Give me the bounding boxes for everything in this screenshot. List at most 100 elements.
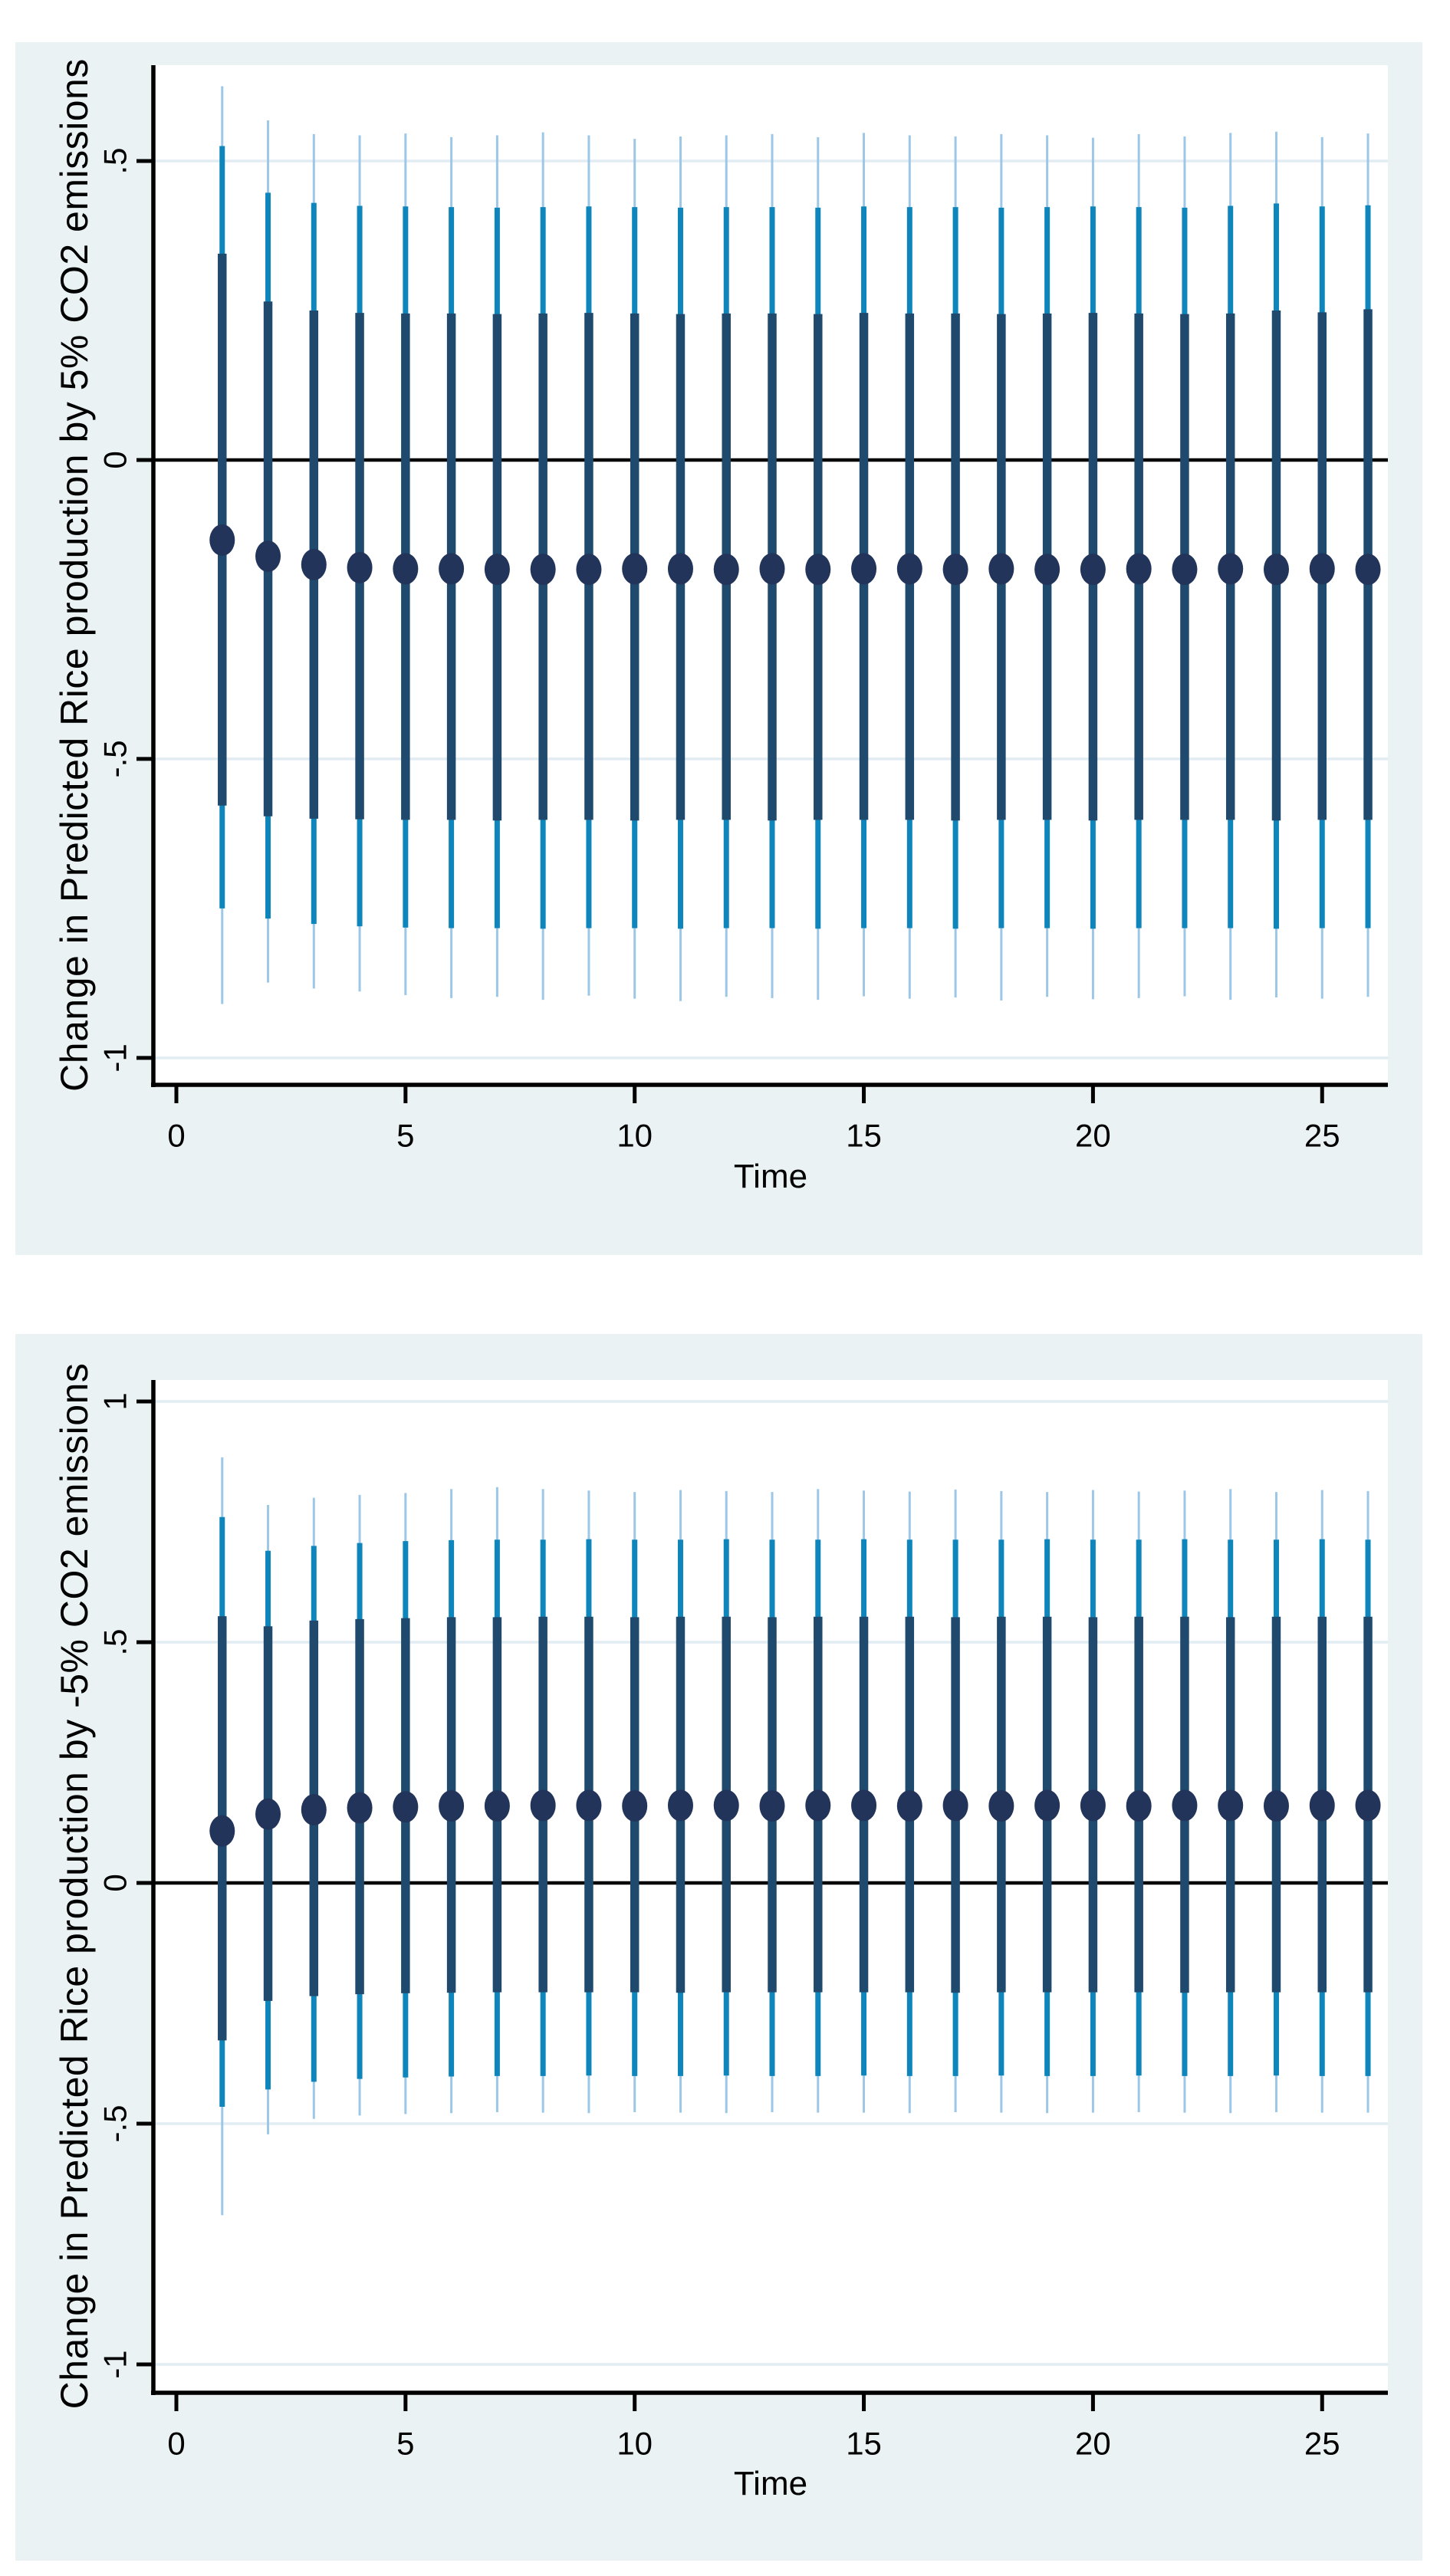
y-tick-label: -.5 (97, 2105, 133, 2143)
point-estimate (988, 1790, 1014, 1822)
ci-bar (622, 1492, 648, 2112)
point-estimate (1309, 1789, 1335, 1822)
point-estimate (393, 1791, 419, 1823)
ci-bar (347, 135, 373, 992)
point-estimate (667, 553, 693, 585)
ci-bar (530, 1489, 556, 2113)
point-estimate (1263, 554, 1289, 586)
point-estimate (576, 554, 602, 586)
top-chart-figure: .5 0 -.5 -1 0 5 10 15 20 25 (15, 42, 1422, 1255)
x-tick-label: 25 (1304, 1118, 1340, 1154)
y-tick-label: -1 (97, 1043, 133, 1072)
ci-bar (622, 139, 648, 999)
ci-bar (942, 136, 968, 998)
top-chart-x-axis-title: Time (733, 1158, 808, 1195)
ci-bar (1126, 133, 1152, 998)
point-estimate (1126, 553, 1152, 585)
x-tick-label: 0 (167, 2426, 185, 2462)
ci-bar (393, 1493, 419, 2114)
point-estimate (1263, 1790, 1289, 1822)
ci-bar (1263, 1492, 1289, 2112)
y-tick-label: .5 (97, 147, 133, 174)
bottom-chart-y-axis-title: Change in Predicted Rice production by -… (53, 1362, 96, 2410)
ci-bar (851, 133, 877, 997)
point-estimate (530, 554, 556, 586)
point-estimate (1034, 554, 1060, 586)
point-estimate (622, 1790, 648, 1822)
ci-bar (576, 135, 602, 996)
x-tick-label: 5 (396, 2426, 414, 2462)
point-estimate (1034, 1789, 1060, 1822)
ci-bar (1172, 136, 1198, 997)
x-tick-label: 10 (616, 2426, 653, 2462)
point-estimate (209, 524, 235, 556)
ci-bar (301, 1497, 327, 2119)
y-tick-label: -.5 (97, 740, 133, 777)
point-estimate (805, 1789, 831, 1822)
x-tick-label: 20 (1075, 2426, 1111, 2462)
ci-bar (530, 132, 556, 1001)
point-estimate (759, 1790, 785, 1822)
ci-bar (896, 1491, 922, 2114)
y-tick-label: 0 (97, 451, 133, 468)
ci-bar (1080, 137, 1106, 1000)
point-estimate (255, 540, 281, 573)
point-estimate (301, 1794, 327, 1826)
top-chart-y-axis-title: Change in Predicted Rice production by 5… (53, 58, 96, 1092)
point-estimate (1218, 553, 1244, 585)
point-estimate (942, 1789, 968, 1822)
point-estimate (896, 1790, 922, 1822)
point-estimate (759, 553, 785, 585)
ci-bar (1034, 135, 1060, 997)
top-chart-canvas: .5 0 -.5 -1 0 5 10 15 20 25 (97, 65, 1388, 1154)
point-estimate (805, 554, 831, 586)
bottom-chart-x-axis-title: Time (733, 2465, 808, 2502)
bottom-chart-figure: 1 .5 0 -.5 -1 0 5 10 15 20 25 (15, 1334, 1422, 2561)
point-estimate (851, 553, 877, 585)
point-estimate (667, 1789, 693, 1822)
ci-bar (1034, 1492, 1060, 2114)
ci-bar (759, 1492, 785, 2112)
ci-bar (209, 1457, 235, 2216)
ci-bar (255, 120, 281, 983)
x-tick-label: 5 (396, 1118, 414, 1154)
ci-bar (1263, 131, 1289, 998)
point-estimate (713, 1789, 739, 1822)
ci-bar (484, 135, 510, 997)
point-estimate (1355, 1789, 1381, 1822)
point-estimate (942, 554, 968, 586)
ci-bar (805, 136, 831, 1001)
point-estimate (1309, 553, 1335, 585)
bottom-chart-canvas: 1 .5 0 -.5 -1 0 5 10 15 20 25 (97, 1380, 1388, 2462)
ci-bar (713, 135, 739, 997)
y-tick-label: 1 (97, 1392, 133, 1410)
point-estimate (347, 551, 373, 583)
ci-bar (484, 1487, 510, 2112)
ci-bar (347, 1494, 373, 2116)
y-tick-label: .5 (97, 1628, 133, 1655)
x-tick-label: 25 (1304, 2426, 1340, 2462)
point-estimate (439, 1790, 465, 1822)
point-estimate (622, 553, 648, 585)
ci-bar (1309, 136, 1335, 999)
x-tick-label: 10 (616, 1118, 653, 1154)
ci-bar (301, 133, 327, 989)
ci-bar (1309, 1490, 1335, 2113)
ci-bar (759, 133, 785, 998)
x-tick-label: 15 (846, 2426, 882, 2462)
ci-bar (1355, 133, 1381, 997)
point-estimate (1218, 1789, 1244, 1822)
ci-bar (1126, 1491, 1152, 2112)
ci-bar (439, 136, 465, 998)
point-estimate (576, 1789, 602, 1822)
ci-bar (988, 1490, 1014, 2113)
point-estimate (1080, 1789, 1106, 1822)
ci-bar (988, 133, 1014, 1001)
point-estimate (347, 1792, 373, 1824)
ci-bar (1172, 1490, 1198, 2113)
point-estimate (1172, 1789, 1198, 1822)
ci-bar (851, 1490, 877, 2113)
y-tick-label: -1 (97, 2350, 133, 2378)
ci-bar (1218, 133, 1244, 1001)
point-estimate (851, 1789, 877, 1822)
